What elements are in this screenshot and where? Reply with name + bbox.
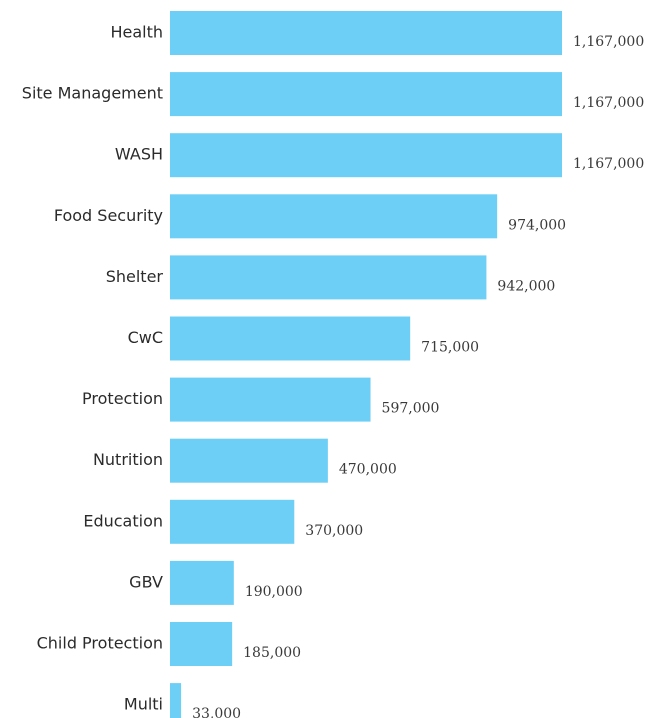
bar-gbv (170, 560, 234, 605)
value-label: 470,000 (339, 462, 397, 478)
value-label: 33,000 (192, 706, 241, 718)
category-label: Food Security (54, 206, 163, 225)
value-label: 597,000 (382, 401, 440, 417)
category-label: WASH (115, 145, 163, 164)
bar-education (170, 499, 295, 544)
bar-cwc (170, 316, 411, 361)
bar-food-security (170, 194, 498, 239)
category-label: Site Management (22, 84, 163, 103)
category-label: Shelter (106, 267, 164, 286)
category-label: Nutrition (93, 450, 163, 469)
value-labels-group: 1,167,000 1,167,000 1,167,000 974,000 942,00… (192, 34, 644, 718)
bar-health (170, 11, 562, 55)
bars-group (170, 11, 562, 718)
value-label: 942,000 (497, 278, 555, 294)
value-label: 1,167,000 (573, 34, 644, 50)
category-label: Multi (124, 695, 163, 714)
category-label: Protection (82, 389, 163, 408)
bar-shelter (170, 255, 487, 300)
category-label: Health (110, 23, 163, 42)
category-label: CwC (128, 328, 163, 347)
category-label: GBV (129, 572, 163, 591)
value-label: 715,000 (421, 340, 479, 356)
bar-protection (170, 377, 371, 422)
bar-multi (170, 683, 182, 718)
value-label: 185,000 (243, 645, 301, 661)
value-label: 1,167,000 (573, 156, 644, 172)
value-label: 1,167,000 (573, 95, 644, 111)
category-labels-group: Health Site Management WASH Food Security Sh… (22, 23, 164, 714)
category-label: Education (83, 511, 163, 530)
value-label: 974,000 (508, 217, 566, 233)
bar-site-management (170, 72, 562, 117)
value-label: 190,000 (245, 584, 303, 600)
value-label: 370,000 (305, 523, 363, 539)
bar-child-protection (170, 622, 233, 666)
category-label: Child Protection (37, 634, 163, 653)
bar-nutrition (170, 438, 328, 483)
bar-wash (170, 133, 562, 178)
